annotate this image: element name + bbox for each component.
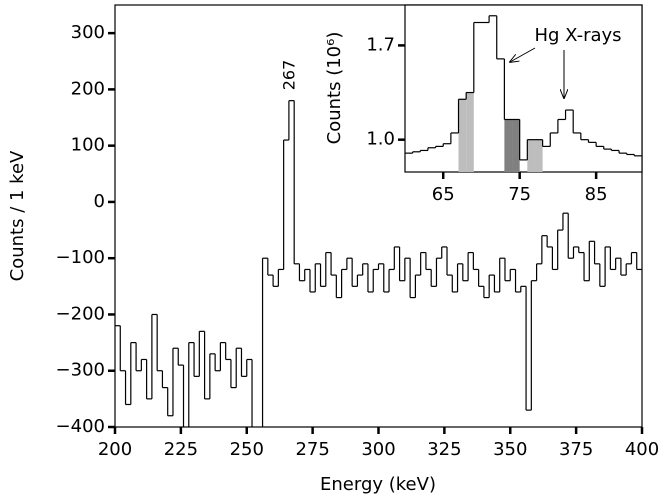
y-tick-label: 0 bbox=[94, 191, 105, 212]
inset-annotation: Hg X-rays bbox=[534, 25, 621, 46]
x-tick-label: 65 bbox=[432, 184, 455, 205]
x-tick-label: 85 bbox=[585, 184, 608, 205]
y-tick-label: 300 bbox=[71, 22, 105, 43]
x-axis-label: Energy (keV) bbox=[320, 474, 436, 495]
y-tick-label: 1.0 bbox=[366, 129, 395, 150]
peak-label: 267 bbox=[280, 60, 299, 91]
x-tick-label: 325 bbox=[427, 439, 461, 460]
axes: 200 225 250 275 300 325 350 375 400 −400 −300 −200 −… bbox=[56, 22, 660, 460]
annotation-arrow bbox=[510, 47, 536, 62]
x-tick-label: 75 bbox=[508, 184, 531, 205]
inset-y-axis-label: Counts (10⁶) bbox=[324, 32, 345, 145]
y-tick-label: 100 bbox=[71, 135, 105, 156]
y-tick-label: 1.7 bbox=[366, 34, 395, 55]
x-tick-label: 350 bbox=[493, 439, 527, 460]
x-tick-label: 250 bbox=[230, 439, 264, 460]
shaded-bin bbox=[466, 92, 474, 172]
x-tick-label: 300 bbox=[361, 439, 395, 460]
y-tick-label: −400 bbox=[56, 416, 105, 437]
x-tick-label: 400 bbox=[625, 439, 659, 460]
y-tick-label: −200 bbox=[56, 303, 105, 324]
x-tick-label: 200 bbox=[98, 439, 132, 460]
y-tick-label: 200 bbox=[71, 78, 105, 99]
shaded-bin bbox=[527, 139, 535, 172]
y-tick-label: −300 bbox=[56, 360, 105, 381]
x-tick-label: 225 bbox=[164, 439, 198, 460]
shaded-bin bbox=[512, 119, 520, 172]
inset-plot bbox=[405, 15, 642, 172]
y-axis-label: Counts / 1 keV bbox=[7, 150, 28, 281]
x-tick-label: 375 bbox=[559, 439, 593, 460]
y-tick-label: −100 bbox=[56, 247, 105, 268]
shaded-bin bbox=[504, 119, 513, 172]
x-tick-label: 275 bbox=[295, 439, 329, 460]
shaded-bin bbox=[458, 99, 467, 172]
main-plot bbox=[115, 100, 642, 427]
shaded-bin bbox=[534, 139, 543, 172]
